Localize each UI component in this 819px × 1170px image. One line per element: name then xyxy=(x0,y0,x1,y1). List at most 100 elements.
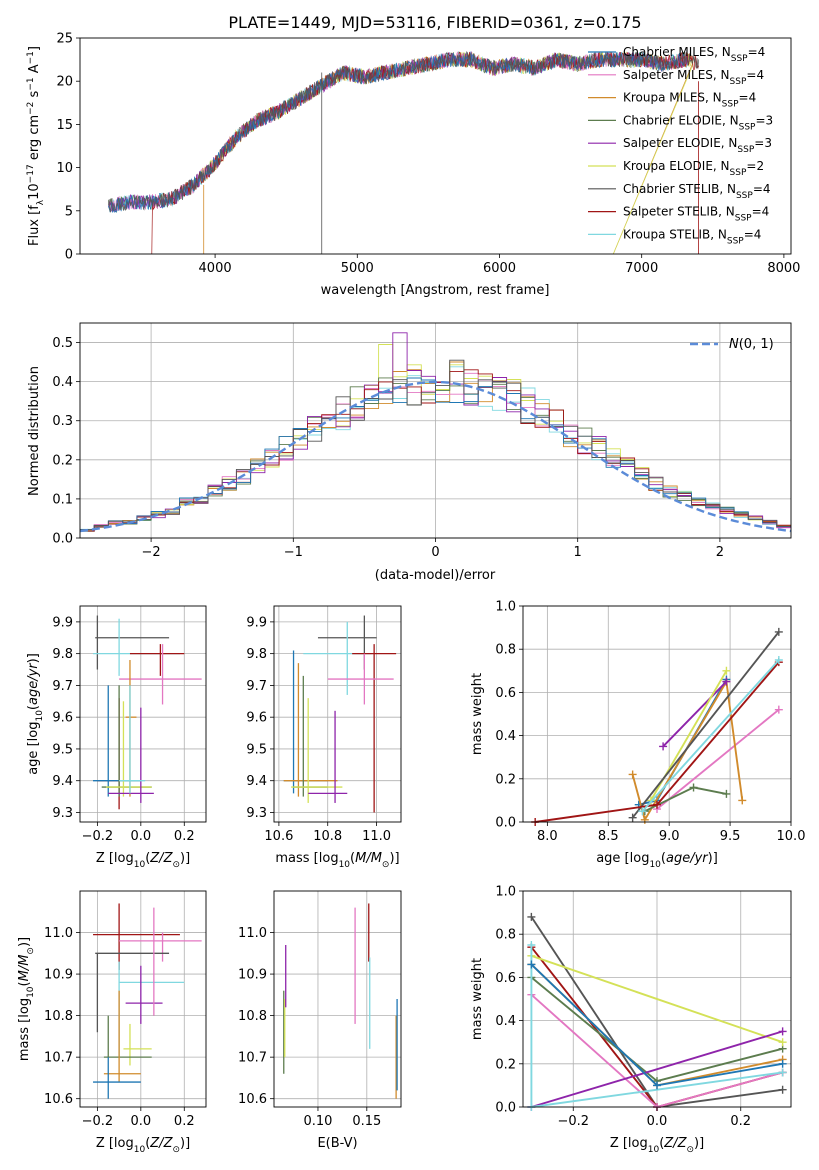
x-tick-label: 8000 xyxy=(767,261,800,276)
panel-weight-vs-z: −0.2 0.0 0.2 0.0 0.2 0.4 0.6 0.8 1.0 Z [log10(Z/Z… xyxy=(470,885,792,1155)
y-tick-label: 0.6 xyxy=(495,686,516,701)
y-tick-label: 9.5 xyxy=(52,742,73,757)
x-axis-label: (data-model)/error xyxy=(375,568,496,583)
axes-frame xyxy=(273,890,402,1108)
y-tick-label: 9.8 xyxy=(246,647,267,662)
plot-area xyxy=(93,615,202,810)
weight-marker xyxy=(628,770,637,779)
y-tick-label: 10.8 xyxy=(44,1009,73,1024)
weight-line-8 xyxy=(641,659,780,812)
panel-spectrum: 4000 5000 6000 7000 8000 0 5 10 15 20 25 Chabrier M… xyxy=(26,32,800,299)
y-tick-label: 9.7 xyxy=(246,679,267,694)
panel-mass-vs-ebv: 0.10 0.15 10.6 10.7 10.8 10.9 11.0 E(B-V) xyxy=(238,890,402,1151)
y-axis-label: Normed distribution xyxy=(27,366,42,496)
y-tick-label: 0 xyxy=(65,248,73,263)
y-tick-label: 0.2 xyxy=(52,453,73,468)
y-tick-label: 0.0 xyxy=(495,1101,516,1116)
x-tick-label: 0.0 xyxy=(130,829,151,844)
x-tick-label: 9.0 xyxy=(659,829,680,844)
weight-marker xyxy=(722,677,731,686)
y-tick-label: 10.9 xyxy=(44,968,73,983)
y-tick-label: 10.7 xyxy=(44,1051,73,1066)
legend-label: Chabrier STELIB, NSSP=4 xyxy=(623,182,771,201)
y-tick-label: 10.6 xyxy=(238,1092,267,1107)
axes-frame xyxy=(273,605,402,823)
y-tick-label: 9.4 xyxy=(52,774,73,789)
x-axis-label: age [log10(age/yr)] xyxy=(596,851,718,870)
histogram-6 xyxy=(80,359,791,531)
x-tick-label: 0.15 xyxy=(352,1114,381,1129)
weight-line-1 xyxy=(656,708,780,810)
y-tick-label: 0.8 xyxy=(495,928,516,943)
y-tick-label: 9.7 xyxy=(52,679,73,694)
x-tick-label: 0 xyxy=(431,545,439,560)
spectrum-line-1 xyxy=(108,51,689,212)
weight-line-5 xyxy=(531,954,783,1044)
weight-marker xyxy=(774,656,783,664)
x-tick-label: 11.0 xyxy=(362,829,391,844)
x-tick-label: 0.2 xyxy=(174,1114,195,1129)
weight-marker xyxy=(689,783,698,792)
y-tick-label: 10.6 xyxy=(44,1092,73,1107)
x-tick-label: 9.5 xyxy=(720,829,741,844)
weight-marker xyxy=(638,807,647,816)
y-axis-label: Flux [fλ10−17 erg cm−2 s−1 A−1] xyxy=(26,46,46,246)
x-tick-label: 0.0 xyxy=(130,1114,151,1129)
y-tick-label: 0.0 xyxy=(495,816,516,831)
y-tick-label: 0.2 xyxy=(495,772,516,787)
spectrum-line-7 xyxy=(151,51,699,254)
y-tick-label: 9.8 xyxy=(52,647,73,662)
figure-title: PLATE=1449, MJD=53116, FIBERID=0361, z=0… xyxy=(228,13,641,32)
weight-marker xyxy=(653,1081,661,1090)
y-axis-label: age [log10(age/yr)] xyxy=(26,653,45,775)
y-tick-label: 0.4 xyxy=(495,729,516,744)
weight-marker xyxy=(778,1085,787,1094)
panel-weight-vs-age: 8.0 8.5 9.0 9.5 10.0 0.0 0.2 0.4 0.6 0.8 1.0 age [l… xyxy=(470,600,805,871)
legend-label: Salpeter MILES, NSSP=4 xyxy=(623,68,764,87)
weight-marker xyxy=(774,705,783,714)
x-axis-label: mass [log10(M/M⊙)] xyxy=(275,851,399,870)
x-tick-label: −0.2 xyxy=(557,1114,589,1129)
x-tick-label: −0.2 xyxy=(82,829,114,844)
weight-marker xyxy=(778,1068,787,1077)
panel-mass-vs-z: −0.2 0.0 0.2 10.6 10.7 10.8 10.9 11.0 Z [log10(Z… xyxy=(17,890,207,1155)
y-tick-label: 9.3 xyxy=(52,806,73,821)
x-tick-label: 1 xyxy=(574,545,582,560)
grid-lines xyxy=(80,323,791,539)
spectrum-line-2 xyxy=(200,51,694,254)
x-tick-label: 5000 xyxy=(341,261,374,276)
weight-line-4 xyxy=(662,680,728,748)
y-tick-label: 0.0 xyxy=(52,532,73,547)
weight-marker xyxy=(527,912,536,921)
panel-age-vs-z: −0.2 0.0 0.2 9.3 9.4 9.5 9.6 9.7 9.8 9.9 Z [log10(… xyxy=(26,605,207,870)
weight-marker xyxy=(722,789,731,798)
x-tick-label: 10.8 xyxy=(313,829,342,844)
spectrum-line-6 xyxy=(108,50,699,213)
grid-lines xyxy=(80,891,206,1107)
plot-area xyxy=(79,332,792,533)
y-tick-label: 10.7 xyxy=(238,1051,267,1066)
legend-label: Salpeter STELIB, NSSP=4 xyxy=(623,205,769,224)
x-tick-label: 0.2 xyxy=(174,829,195,844)
y-tick-label: 0.4 xyxy=(52,375,73,390)
x-axis-label: Z [log10(Z/Z⊙)] xyxy=(96,1136,190,1155)
y-tick-label: 10 xyxy=(56,161,73,176)
y-tick-label: 5 xyxy=(65,204,73,219)
grid-lines xyxy=(274,891,401,1107)
plot-area xyxy=(531,627,783,826)
weight-marker xyxy=(527,941,536,949)
axes-frame xyxy=(522,605,792,823)
spectrum-line-5 xyxy=(200,51,694,254)
panel-residuals: −2 −1 0 1 2 0.0 0.1 0.2 0.3 0.4 0.5 N(0, 1) (data-mo… xyxy=(27,322,792,583)
y-tick-label: 9.6 xyxy=(52,711,73,726)
y-tick-label: 1.0 xyxy=(495,600,516,615)
legend-label: N(0, 1) xyxy=(729,337,774,352)
plot-area xyxy=(93,903,202,1099)
y-tick-label: 10.9 xyxy=(238,968,267,983)
y-tick-label: 0.6 xyxy=(495,971,516,986)
y-tick-label: 9.9 xyxy=(246,615,267,630)
y-tick-label: 9.6 xyxy=(246,711,267,726)
weight-marker xyxy=(628,813,637,822)
y-tick-label: 20 xyxy=(56,75,73,90)
